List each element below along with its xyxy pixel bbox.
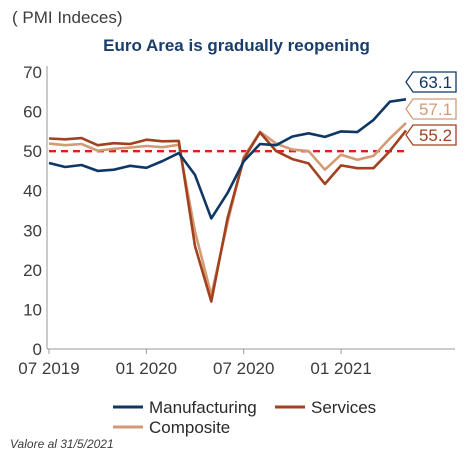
callout-label-composite: 57.1	[419, 100, 452, 119]
series-line-services	[48, 129, 408, 303]
callout-box-services	[405, 124, 457, 146]
y-tick-label: 70	[23, 63, 42, 82]
legend-label-composite: Composite	[149, 418, 230, 437]
y-tick-label: 0	[33, 340, 42, 359]
x-tick-label: 01 2021	[310, 359, 371, 378]
callout-box-composite	[405, 98, 457, 120]
callout-box-manufacturing	[405, 71, 457, 93]
y-tick-label: 30	[23, 221, 42, 240]
y-tick-label: 60	[23, 103, 42, 122]
series-line-composite	[48, 122, 407, 297]
series-line-manufacturing	[48, 98, 407, 220]
y-tick-label: 50	[23, 142, 42, 161]
callout-label-manufacturing: 63.1	[419, 73, 452, 92]
y-tick-label: 20	[23, 261, 42, 280]
callout-label-services: 55.2	[419, 126, 452, 145]
y-tick-label: 40	[23, 182, 42, 201]
x-tick-label: 01 2020	[116, 359, 177, 378]
source-note: Valore al 31/5/2021	[10, 437, 114, 451]
chart-title: Euro Area is gradually reopening	[103, 36, 370, 55]
x-tick-label: 07 2020	[213, 359, 274, 378]
legend-label-manufacturing: Manufacturing	[149, 398, 257, 417]
x-tick-label: 07 2019	[18, 359, 79, 378]
y-tick-label: 10	[23, 300, 42, 319]
legend-label-services: Services	[311, 398, 376, 417]
unit-label: ( PMI Indeces)	[12, 8, 123, 27]
